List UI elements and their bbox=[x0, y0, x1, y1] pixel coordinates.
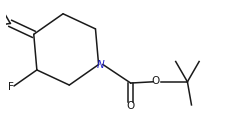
Text: F: F bbox=[8, 82, 14, 92]
Text: N: N bbox=[97, 59, 105, 70]
Text: O: O bbox=[127, 101, 135, 111]
Text: O: O bbox=[152, 76, 160, 86]
